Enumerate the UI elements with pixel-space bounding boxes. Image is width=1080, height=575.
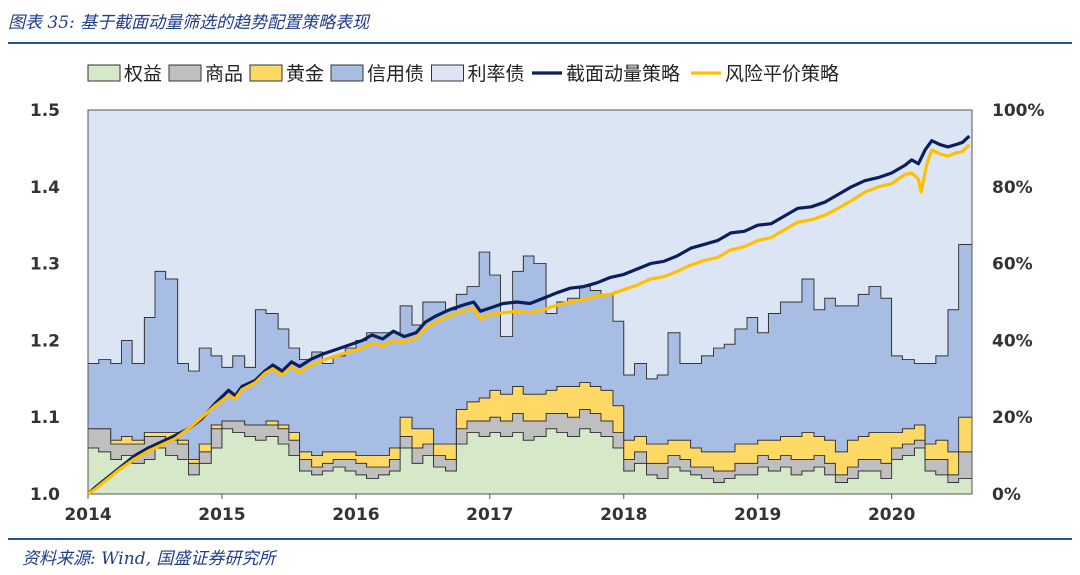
- legend-swatch: [249, 64, 283, 82]
- legend-swatch: [87, 64, 121, 82]
- y-left-tick-label: 1.2: [30, 331, 60, 351]
- y-left-tick-label: 1.0: [30, 485, 60, 505]
- legend-label: 利率债: [468, 63, 525, 85]
- y-right-tick-label: 60%: [992, 255, 1033, 275]
- legend-swatch: [330, 64, 364, 82]
- legend-label: 风险平价策略: [725, 63, 839, 85]
- legend-label: 商品: [205, 63, 243, 85]
- chart-legend: 权益 商品 黄金 信用债 利率债 截面动量策略 风险平价策略: [87, 63, 839, 85]
- plot-frame: [87, 109, 973, 495]
- legend-swatch: [168, 64, 202, 82]
- legend-label: 截面动量策略: [566, 63, 680, 85]
- y-right-tick-label: 0%: [992, 485, 1021, 505]
- y-right-tick-label: 40%: [992, 331, 1033, 351]
- source-note: 资料来源: Wind, 国盛证券研究所: [22, 549, 276, 569]
- source-divider: [8, 538, 1072, 540]
- y-left-tick-label: 1.1: [30, 408, 60, 428]
- stacked-weight-areas: [87, 109, 973, 495]
- title-divider: [8, 42, 1072, 44]
- x-tick-label: 2019: [734, 505, 781, 525]
- chart-svg: 权益 商品 黄金 信用债 利率债 截面动量策略 风险平价策略 2014 2015 2016 201…: [30, 63, 1045, 525]
- plot-area: [86, 109, 973, 496]
- x-tick-label: 2017: [466, 505, 513, 525]
- y-left-tick-label: 1.4: [30, 178, 60, 198]
- legend-label: 黄金: [286, 63, 324, 85]
- legend-label: 权益: [124, 63, 162, 85]
- x-tick-label: 2020: [868, 505, 915, 525]
- y-left-tick-label: 1.3: [30, 255, 60, 275]
- legend-label: 信用债: [367, 63, 424, 85]
- figure-title: 图表 35: 基于截面动量筛选的趋势配置策略表现: [8, 13, 370, 33]
- legend-swatch: [431, 64, 464, 82]
- x-tick-label: 2016: [332, 505, 379, 525]
- y-left-tick-label: 1.5: [30, 101, 60, 121]
- chart-axes: 2014 2015 2016 2017 2018 2019 2020 1.0 1.1 1.2 1.3…: [30, 101, 1045, 525]
- x-tick-label: 2015: [198, 505, 245, 525]
- line-series-0: [86, 134, 971, 496]
- y-right-tick-label: 20%: [992, 408, 1033, 428]
- line-series-1: [87, 143, 971, 496]
- strategy-lines: [86, 134, 971, 496]
- x-tick-label: 2014: [64, 505, 111, 525]
- y-right-tick-label: 100%: [992, 101, 1045, 121]
- y-right-tick-label: 80%: [992, 178, 1033, 198]
- x-tick-label: 2018: [600, 505, 647, 525]
